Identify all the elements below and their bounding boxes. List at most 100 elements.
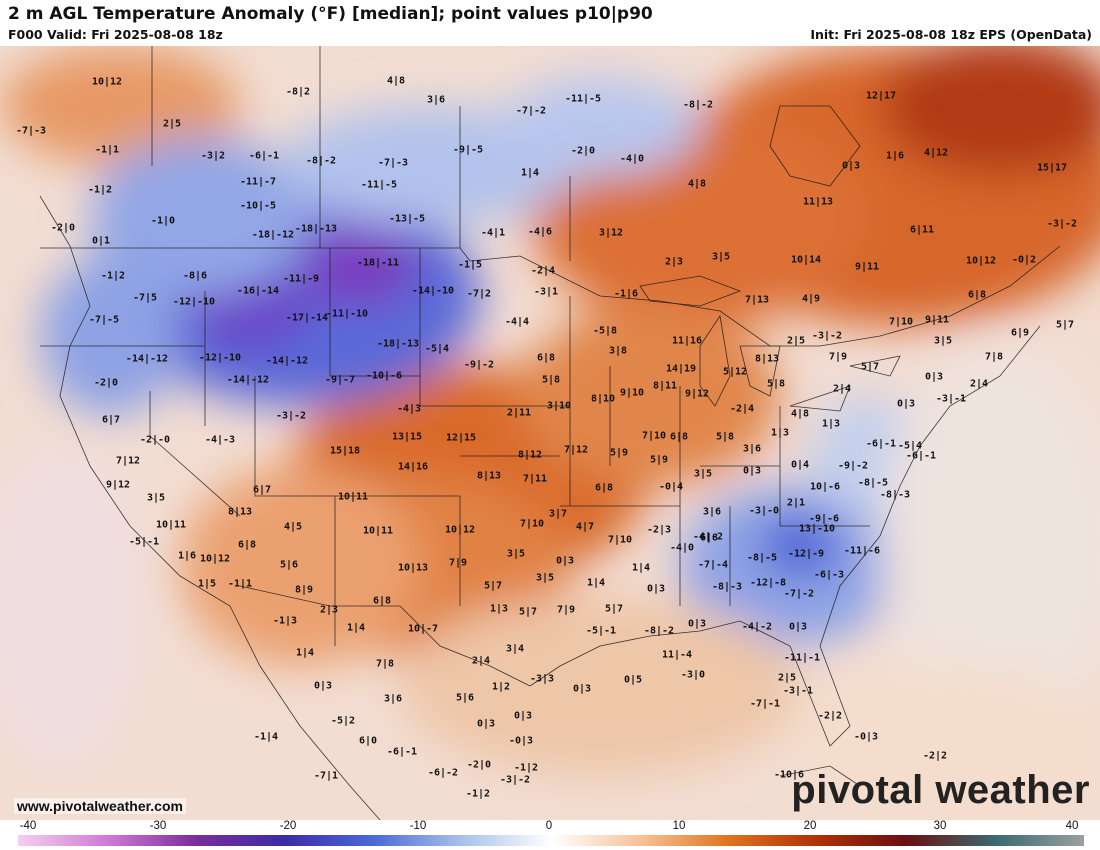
point-value-label: 7|10 (888, 316, 914, 328)
colorbar-tick-label: 30 (933, 820, 947, 832)
point-value-label: -3|-2 (499, 774, 531, 786)
point-value-label: 0|3 (476, 718, 496, 730)
point-value-label: -9|-2 (463, 359, 495, 371)
point-value-label: 0|3 (687, 618, 707, 630)
point-value-label: -3|-2 (275, 410, 307, 422)
colorbar-tick-label: -20 (279, 820, 297, 832)
point-value-label: 12|15 (445, 432, 477, 444)
point-value-label: 3|6 (383, 693, 403, 705)
point-value-label: -1|3 (272, 615, 298, 627)
point-value-label: 0|3 (555, 555, 575, 567)
point-value-label: -9|-5 (452, 144, 484, 156)
anomaly-map[interactable]: 10|12 -8|2 4|8 3|6 -11|-5 -8|-2 -7|-2 12|17 2|5-… (0, 46, 1100, 820)
point-value-label: 3|6 (702, 506, 722, 518)
point-value-label: -18|-11 (356, 257, 400, 269)
point-value-label: 10|12 (199, 553, 231, 565)
point-value-label: -5|4 (897, 440, 923, 452)
point-value-label: -1|2 (100, 270, 126, 282)
point-value-label: 5|7 (604, 603, 624, 615)
point-value-label: -12|-9 (787, 548, 825, 560)
brand-logo: pivotal weather (791, 768, 1090, 812)
point-value-label: 7|13 (744, 294, 770, 306)
point-value-label: -8|-2 (643, 625, 675, 637)
point-value-label: 10|11 (155, 519, 187, 531)
point-value-label: 7|12 (563, 444, 589, 456)
point-value-label: -14|-12 (226, 374, 270, 386)
point-value-label: 0|3 (742, 465, 762, 477)
colorbar: -40 -30 -20 -10 0 10 20 30 40 (0, 820, 1100, 850)
point-value-label: 4|8 (386, 75, 406, 87)
point-value-label: 0|3 (513, 710, 533, 722)
point-value-label: 8|13 (476, 470, 502, 482)
point-value-label: -6|-1 (865, 438, 897, 450)
point-value-label: 1|4 (346, 622, 366, 634)
point-value-label: -3|-2 (1046, 218, 1078, 230)
point-value-label: 0|3 (572, 683, 592, 695)
point-value-label: -2|0 (466, 759, 492, 771)
point-value-label: -4|-3 (204, 434, 236, 446)
website-label: www.pivotalweather.com (14, 798, 186, 814)
point-value-label: -4|4 (504, 316, 530, 328)
point-value-label: -12|-10 (172, 296, 216, 308)
point-value-label: 7|8 (984, 351, 1004, 363)
point-value-label: -9|-7 (324, 374, 356, 386)
point-value-label: 4|7 (575, 521, 595, 533)
point-value-label: 1|6 (177, 550, 197, 562)
point-value-label: 5|8 (541, 374, 561, 386)
colorbar-tick-label: -40 (19, 820, 37, 832)
point-value-label: 2|4 (832, 383, 852, 395)
point-value-label: -8|-2 (682, 99, 714, 111)
point-value-label: 1|4 (631, 562, 651, 574)
point-value-label: 0|5 (623, 674, 643, 686)
point-value-label: -7|2 (466, 288, 492, 300)
point-value-label: -18|-13 (376, 338, 420, 350)
valid-time: F000 Valid: Fri 2025-08-08 18z (8, 27, 223, 42)
point-value-label: 3|6 (426, 94, 446, 106)
point-value-label: 0|1 (91, 235, 111, 247)
point-value-label: -3|0 (680, 669, 706, 681)
point-value-label: 8|13 (227, 506, 253, 518)
point-value-label: -3|3 (529, 673, 555, 685)
point-value-label: 9|12 (684, 388, 710, 400)
point-value-label: -7|-2 (783, 588, 815, 600)
point-value-label: -2|4 (729, 403, 755, 415)
point-value-label: 2|5 (162, 118, 182, 130)
point-value-label: 6|8 (967, 289, 987, 301)
point-value-label: -7|-4 (697, 559, 729, 571)
point-value-label: 0|4 (790, 459, 810, 471)
point-value-label: -3|-2 (811, 330, 843, 342)
point-value-label: 7|10 (519, 518, 545, 530)
point-value-label: 2|11 (506, 407, 532, 419)
point-value-label: -14|-12 (125, 353, 169, 365)
point-value-label: 3|5 (146, 492, 166, 504)
point-value-label: 3|4 (505, 643, 525, 655)
point-value-label: 2|5 (777, 672, 797, 684)
point-value-label: -11|-5 (564, 93, 602, 105)
point-value-label: -7|5 (132, 292, 158, 304)
point-value-label: 1|4 (586, 577, 606, 589)
point-value-label: 11|13 (802, 196, 834, 208)
colorbar-tick-label: 0 (545, 820, 553, 832)
map-shading (0, 46, 1100, 820)
point-value-label: -14|-12 (265, 355, 309, 367)
point-value-label: -0|3 (508, 735, 534, 747)
point-value-label: -18|-13 (294, 223, 338, 235)
point-value-label: -5|2 (330, 715, 356, 727)
point-value-label: 1|3 (770, 427, 790, 439)
point-value-label: -8|-5 (746, 552, 778, 564)
colorbar-tick-label: 10 (672, 820, 686, 832)
point-value-label: 9|12 (105, 479, 131, 491)
point-value-label: -1|2 (513, 762, 539, 774)
point-value-label: -9|-2 (837, 460, 869, 472)
point-value-label: -3|-0 (748, 505, 780, 517)
point-value-label: 4|8 (790, 408, 810, 420)
point-value-label: 7|8 (375, 658, 395, 670)
point-value-label: 9|11 (854, 261, 880, 273)
point-value-label: 1|3 (489, 603, 509, 615)
point-value-label: -1|4 (253, 731, 279, 743)
point-value-label: 0|3 (646, 583, 666, 595)
point-value-label: -2|0 (93, 377, 119, 389)
point-value-label: -1|2 (87, 184, 113, 196)
colorbar-tick-label: 40 (1065, 820, 1079, 832)
point-value-label: -3|-1 (935, 393, 967, 405)
